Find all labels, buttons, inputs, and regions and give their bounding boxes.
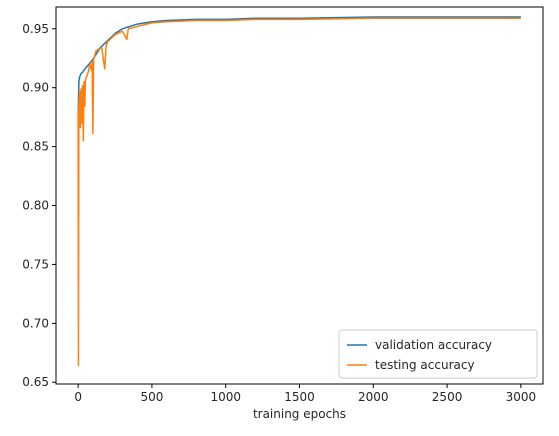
legend-box	[338, 329, 538, 379]
y-tick-label: 0.80	[22, 199, 49, 213]
legend-label: testing accuracy	[375, 358, 475, 372]
x-tick-label: 1000	[210, 390, 241, 404]
y-tick-label: 0.65	[22, 375, 49, 389]
x-axis: 0 500 1000 1500 2000 2500 3000	[74, 384, 536, 404]
x-tick-label: 2500	[432, 390, 463, 404]
legend-label: validation accuracy	[375, 338, 492, 352]
x-tick-label: 500	[140, 390, 163, 404]
y-tick-label: 0.95	[22, 22, 49, 36]
y-tick-label: 0.85	[22, 140, 49, 154]
series-line-1	[77, 17, 521, 367]
y-tick-label: 0.90	[22, 81, 49, 95]
y-tick-label: 0.70	[22, 316, 49, 330]
x-tick-label: 1500	[284, 390, 315, 404]
y-tick-label: 0.75	[22, 257, 49, 271]
y-axis: 0.65 0.70 0.75 0.80 0.85 0.90 0.95	[22, 22, 56, 389]
series-line-0	[77, 16, 521, 119]
x-tick-label: 3000	[506, 390, 537, 404]
series-lines	[77, 16, 521, 367]
x-tick-label: 0	[74, 390, 82, 404]
plot-frame	[55, 6, 544, 385]
legend: validation accuracy testing accuracy	[338, 329, 538, 379]
x-axis-label: training epochs	[253, 407, 346, 421]
x-tick-label: 2000	[358, 390, 389, 404]
